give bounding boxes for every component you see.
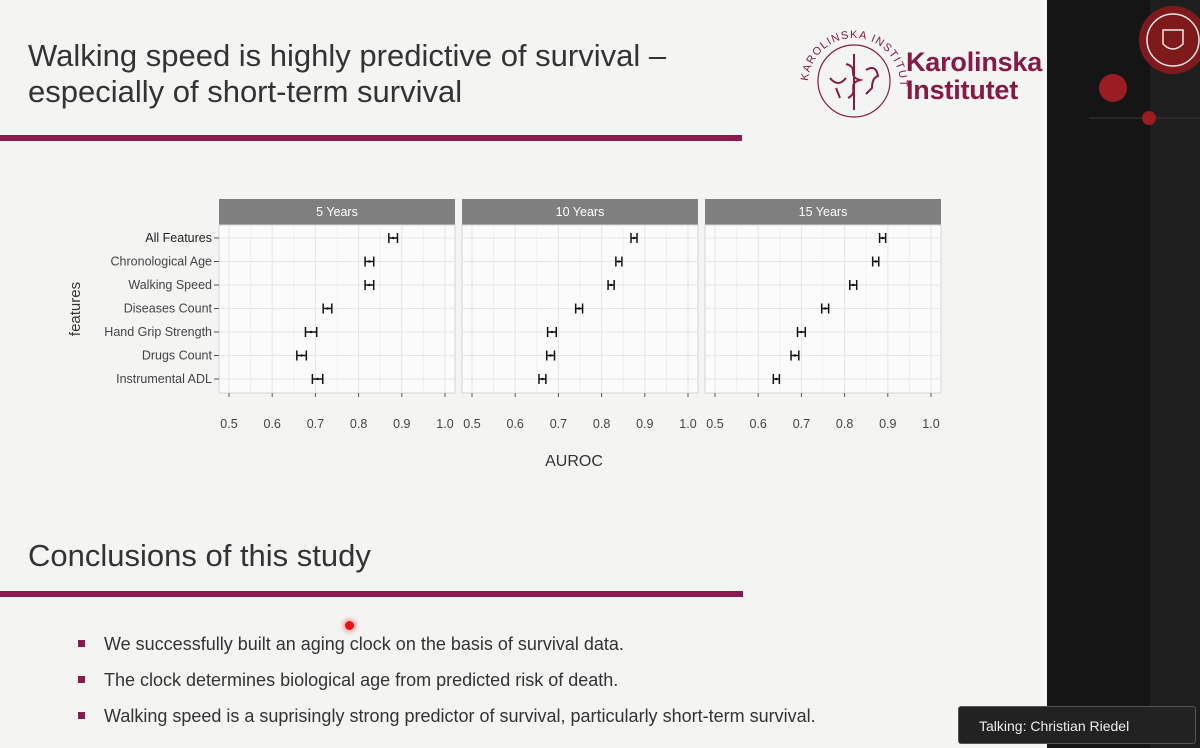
university-seal-icon [1139, 6, 1200, 74]
data-point [368, 283, 371, 287]
y-tick-label: Diseases Count [124, 302, 213, 316]
data-point [823, 307, 827, 310]
slide-title-line-2: especially of short-term survival [28, 74, 463, 109]
data-point [793, 354, 797, 357]
x-tick-label: 0.6 [264, 417, 281, 431]
x-tick-label: 0.9 [636, 417, 653, 431]
data-point [852, 283, 855, 287]
data-point [577, 307, 581, 310]
list-item: We successfully built an aging clock on … [78, 632, 816, 668]
y-tick-label: Chronological Age [111, 255, 213, 269]
x-axis-title: AUROC [545, 453, 603, 470]
facet-panel: 15 Years 0.5 0.6 0.7 0.8 0.9 1.0 [704, 199, 942, 431]
x-tick-label: 0.6 [750, 417, 767, 431]
y-tick-label: Hand Grip Strength [104, 325, 212, 339]
bullet-marker [78, 712, 85, 719]
seal-emblem [829, 54, 880, 110]
x-tick-label: 0.8 [593, 417, 610, 431]
facet-header [219, 199, 455, 225]
decorative-dot-icon [1099, 74, 1127, 102]
data-point [800, 330, 803, 334]
facet-title: 10 Years [556, 205, 605, 219]
section-title: Conclusions of this study [28, 538, 371, 573]
x-tick-label: 0.7 [307, 417, 324, 431]
talking-indicator: Talking: Christian Riedel [958, 706, 1196, 744]
data-point [617, 260, 621, 263]
data-point [309, 330, 313, 334]
video-sidebar [1047, 0, 1200, 748]
section-underline [0, 591, 743, 597]
x-tick-label: 0.7 [793, 417, 810, 431]
facet-title: 15 Years [799, 205, 848, 219]
data-point [368, 260, 371, 263]
x-tick-label: 0.7 [550, 417, 567, 431]
data-point [881, 236, 884, 240]
x-tick-label: 0.6 [507, 417, 524, 431]
data-point [874, 260, 877, 263]
y-axis-title: features [67, 282, 84, 336]
data-point [609, 283, 613, 287]
data-point [326, 307, 329, 310]
bullet-text: The clock determines biological age from… [104, 670, 619, 690]
sidebar-graphics [1089, 0, 1200, 748]
presentation-slide: Walking speed is highly predictive of su… [0, 17, 1043, 740]
y-tick-label: Walking Speed [128, 278, 212, 292]
x-tick-label: 0.9 [879, 417, 896, 431]
data-point [775, 377, 778, 381]
wordmark-line-2: Institutet [906, 75, 1018, 105]
x-tick-label: 1.0 [679, 417, 696, 431]
data-point [541, 377, 544, 381]
x-tick-label: 0.8 [350, 417, 367, 431]
x-tick-label: 1.0 [922, 417, 939, 431]
data-point [316, 377, 319, 381]
laser-pointer [345, 621, 354, 630]
list-item: Walking speed is a suprisingly strong pr… [78, 704, 816, 740]
facet-title: 5 Years [316, 205, 358, 219]
bullet-text: Walking speed is a suprisingly strong pr… [104, 706, 816, 726]
x-tick-label: 0.5 [706, 417, 723, 431]
list-item: The clock determines biological age from… [78, 668, 816, 704]
facet-header [462, 199, 698, 225]
data-point [550, 330, 554, 334]
x-tick-label: 1.0 [436, 417, 453, 431]
conclusions-list: We successfully built an aging clock on … [78, 632, 816, 740]
bullet-text: We successfully built an aging clock on … [104, 634, 624, 654]
data-point [632, 236, 636, 240]
auroc-forest-plot: 5 Years 0.5 0.6 0.7 0.8 0.9 1.0 10 Years 0.5 0.6 0… [67, 199, 942, 470]
slide-title: Walking speed is highly predictive of su… [28, 38, 768, 110]
slide-title-line-1: Walking speed is highly predictive of su… [28, 38, 667, 73]
karolinska-wordmark: Karolinska Institutet [906, 48, 1042, 104]
y-tick-label: All Features [145, 231, 212, 245]
facet-panel: 10 Years 0.5 0.6 0.7 0.8 0.9 1.0 [461, 199, 699, 431]
decorative-dot-small-icon [1142, 111, 1156, 125]
wordmark-line-1: Karolinska [906, 47, 1043, 77]
x-tick-label: 0.8 [836, 417, 853, 431]
x-tick-label: 0.5 [463, 417, 480, 431]
title-underline [0, 135, 742, 141]
bullet-marker [78, 640, 85, 647]
data-point [300, 354, 303, 357]
x-tick-label: 0.5 [220, 417, 237, 431]
data-point [391, 236, 395, 240]
y-tick-label: Instrumental ADL [116, 372, 212, 386]
seal-ring [817, 44, 891, 118]
facet-header [705, 199, 941, 225]
y-tick-label: Drugs Count [142, 349, 213, 363]
x-tick-label: 0.9 [393, 417, 410, 431]
facet-panel: 5 Years 0.5 0.6 0.7 0.8 0.9 1.0 [218, 199, 456, 431]
bullet-marker [78, 676, 85, 683]
data-point [549, 354, 552, 357]
karolinska-logo-seal: KAROLINSKA INSTITUTET · ANNO 1810 [795, 17, 908, 118]
